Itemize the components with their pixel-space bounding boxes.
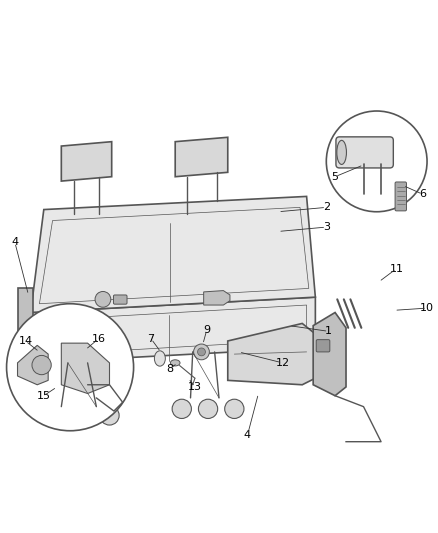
Text: 14: 14 xyxy=(18,336,32,346)
Text: 5: 5 xyxy=(332,172,339,182)
Circle shape xyxy=(95,292,111,307)
Polygon shape xyxy=(61,142,112,181)
Circle shape xyxy=(326,111,427,212)
Circle shape xyxy=(32,356,51,375)
Text: 8: 8 xyxy=(166,365,173,374)
FancyBboxPatch shape xyxy=(395,182,406,211)
Text: 13: 13 xyxy=(188,382,202,392)
FancyBboxPatch shape xyxy=(336,137,393,168)
Text: 16: 16 xyxy=(92,334,106,344)
Ellipse shape xyxy=(154,351,166,366)
Text: 4: 4 xyxy=(11,237,18,247)
Circle shape xyxy=(225,399,244,418)
Circle shape xyxy=(7,304,134,431)
Text: 10: 10 xyxy=(420,303,434,313)
Text: 2: 2 xyxy=(323,203,330,212)
Polygon shape xyxy=(31,197,315,312)
Text: 3: 3 xyxy=(323,222,330,232)
Polygon shape xyxy=(175,138,228,177)
Polygon shape xyxy=(31,297,315,363)
Text: 12: 12 xyxy=(276,358,290,368)
Polygon shape xyxy=(204,290,230,305)
Circle shape xyxy=(43,406,62,425)
Polygon shape xyxy=(61,343,110,393)
Polygon shape xyxy=(228,324,324,385)
Circle shape xyxy=(100,406,119,425)
Text: 11: 11 xyxy=(389,264,403,273)
FancyBboxPatch shape xyxy=(113,295,127,304)
Text: 7: 7 xyxy=(148,334,155,344)
Text: 1: 1 xyxy=(325,326,332,336)
Polygon shape xyxy=(18,345,48,385)
Text: 6: 6 xyxy=(419,189,426,199)
Circle shape xyxy=(198,399,218,418)
Circle shape xyxy=(172,399,191,418)
Circle shape xyxy=(71,406,91,425)
Ellipse shape xyxy=(170,360,180,366)
Text: 9: 9 xyxy=(203,325,210,335)
Ellipse shape xyxy=(337,140,346,165)
Circle shape xyxy=(194,344,209,360)
Text: 4: 4 xyxy=(244,430,251,440)
Circle shape xyxy=(198,348,205,356)
Polygon shape xyxy=(313,312,346,395)
Text: 15: 15 xyxy=(37,391,51,401)
FancyBboxPatch shape xyxy=(316,340,330,352)
Polygon shape xyxy=(18,288,33,348)
